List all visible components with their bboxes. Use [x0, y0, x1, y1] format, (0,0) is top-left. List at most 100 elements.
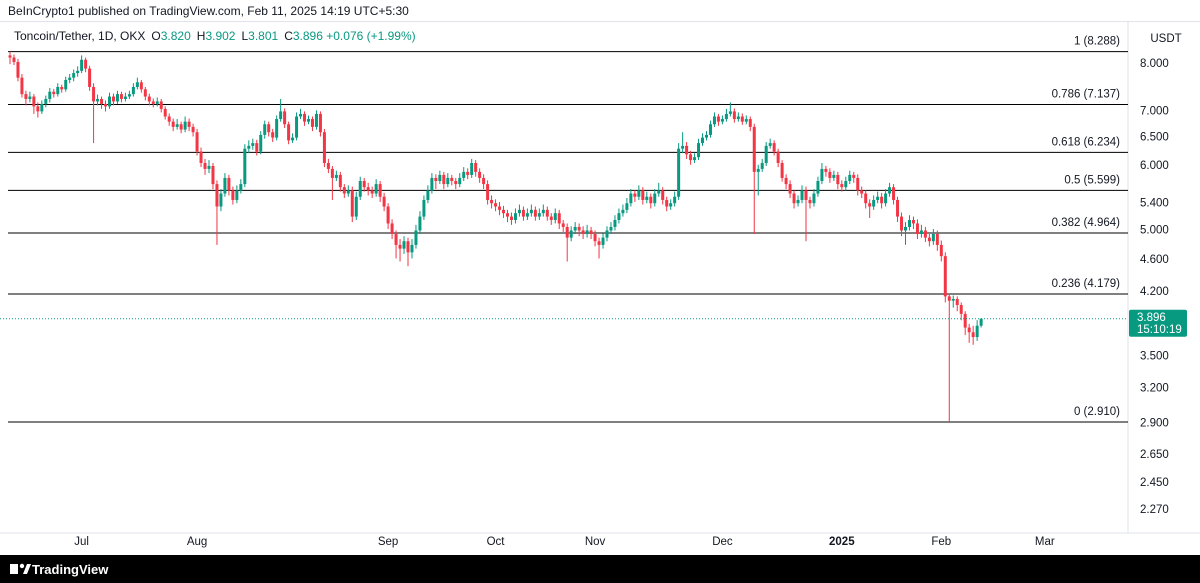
- candle-body: [382, 196, 386, 207]
- candle-body: [557, 213, 561, 224]
- candle-body: [386, 206, 390, 224]
- y-tick-label: 5.000: [1140, 224, 1169, 236]
- candle-body: [295, 116, 299, 138]
- candle-body: [673, 196, 677, 204]
- candle-body: [780, 163, 784, 178]
- candle-body: [641, 190, 645, 200]
- candle-body: [342, 187, 346, 194]
- candle-body: [836, 174, 840, 185]
- candle-body: [171, 121, 175, 127]
- candle-body: [271, 132, 275, 138]
- candle-body: [724, 113, 728, 120]
- symbol-header: Toncoin/Tether, 1D, OKX O3.820 H3.902 L3.80…: [14, 29, 416, 43]
- candle-body: [123, 96, 127, 99]
- candle-body: [808, 199, 812, 204]
- candle-body: [334, 174, 338, 178]
- candle-body: [549, 216, 553, 221]
- candle-body: [422, 199, 426, 217]
- candle-body: [135, 82, 139, 87]
- y-tick-label: 2.650: [1140, 449, 1169, 461]
- candle-body: [911, 220, 915, 224]
- candle-body: [752, 126, 756, 172]
- candle-body: [768, 143, 772, 146]
- candle-body: [16, 61, 20, 78]
- chart: USDT 8.000 7.000 6.500 6.000 5.400 5.000 4.600…: [0, 22, 1200, 555]
- candle-body: [513, 213, 517, 221]
- candle-body: [454, 181, 458, 185]
- candle-body: [191, 126, 195, 133]
- candle-body: [155, 101, 159, 104]
- candle-body: [466, 171, 470, 175]
- candle-body: [601, 237, 605, 245]
- candle-body: [900, 216, 904, 231]
- candle-body: [681, 145, 685, 149]
- candle-body: [784, 177, 788, 185]
- candle-body: [764, 145, 768, 164]
- candle-body: [64, 79, 68, 90]
- candle-body: [36, 106, 40, 112]
- candle-body: [613, 220, 617, 227]
- candle-body: [108, 96, 111, 107]
- candle-body: [975, 325, 979, 338]
- candle-body: [247, 145, 251, 149]
- candle-body: [728, 111, 732, 114]
- candle-body: [279, 111, 283, 120]
- logo: [10, 563, 31, 574]
- candle-body: [943, 256, 947, 297]
- candle-body: [605, 230, 609, 238]
- candle-body: [40, 103, 44, 112]
- chart-background: [0, 22, 1200, 555]
- candle-body: [649, 196, 653, 204]
- candle-body: [545, 209, 549, 217]
- candle-body: [68, 77, 72, 80]
- candle-body: [366, 187, 370, 191]
- candle-body: [80, 59, 84, 71]
- x-tick-label: 2025: [829, 536, 855, 548]
- candle-body: [705, 134, 708, 138]
- candle-body: [318, 113, 322, 133]
- legend-value: 3.902: [205, 29, 236, 43]
- candle-body: [748, 119, 752, 127]
- candle-body: [677, 148, 681, 197]
- countdown: 15:10:19: [1137, 324, 1182, 336]
- candle-body: [482, 177, 486, 185]
- candle-body: [573, 226, 577, 231]
- x-tick-label: Nov: [585, 536, 606, 548]
- footer: TradingView: [0, 555, 1200, 583]
- y-tick-label: 5.400: [1140, 197, 1169, 209]
- y-tick-label: 3.200: [1140, 382, 1169, 394]
- candle-body: [314, 113, 318, 127]
- candle-body: [689, 154, 693, 161]
- candle-body: [927, 237, 931, 242]
- candle-body: [462, 171, 466, 178]
- candle-body: [434, 177, 438, 182]
- legend-key: O: [151, 29, 161, 43]
- candle-body: [800, 190, 804, 200]
- candle-body: [760, 163, 764, 169]
- candle-body: [657, 190, 661, 194]
- candle-body: [28, 96, 32, 99]
- candle-body: [72, 73, 76, 78]
- candle-body: [426, 190, 430, 200]
- candle-body: [291, 137, 295, 141]
- candle-body: [438, 174, 442, 182]
- candle-body: [223, 177, 227, 194]
- candle-body: [195, 132, 199, 152]
- candle-body: [816, 181, 820, 194]
- candle-body: [370, 190, 374, 194]
- candle-body: [661, 190, 665, 200]
- candle-body: [517, 209, 521, 214]
- legend-value: 3.896: [292, 29, 323, 43]
- candle-body: [96, 98, 100, 102]
- candle-body: [740, 116, 744, 122]
- candle-body: [303, 113, 307, 122]
- candle-body: [521, 209, 525, 217]
- candle-body: [967, 327, 971, 333]
- fib-label: 0.382 (4.964): [1052, 217, 1121, 229]
- candle-body: [243, 148, 247, 185]
- candle-body: [330, 168, 334, 178]
- legend-key: C: [284, 29, 293, 43]
- candle-body: [8, 55, 12, 58]
- legend-key: H: [196, 29, 206, 43]
